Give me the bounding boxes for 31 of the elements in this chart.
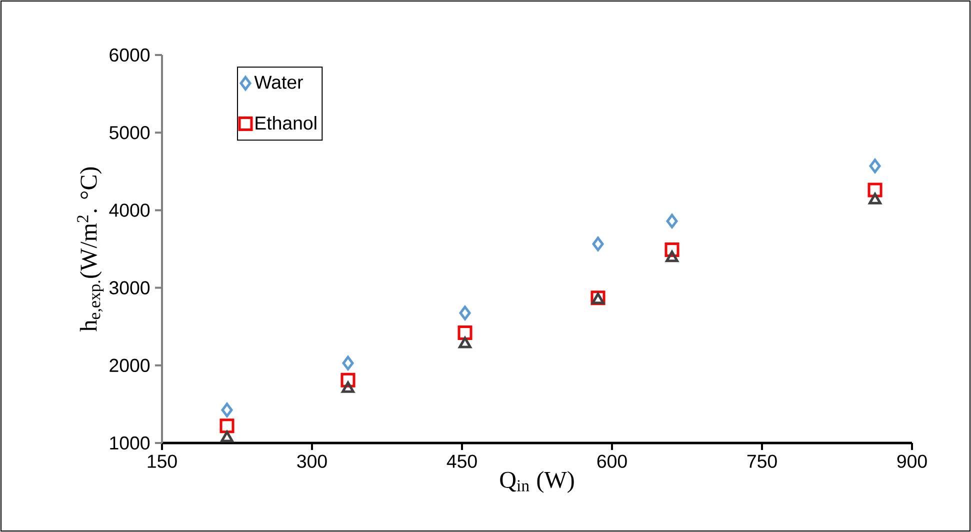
point (221, 402, 233, 418)
legend-label: Ethanol (256, 116, 316, 130)
point (342, 356, 354, 370)
point (666, 214, 678, 228)
point (459, 306, 471, 320)
point (592, 236, 604, 252)
x-tick-label: 600 (597, 454, 627, 468)
y-axis-title: h$_{e,exp.}$(W/m$^{2}$. °C) (77, 167, 104, 332)
point (220, 430, 234, 442)
y-tick-label: 3000 (109, 281, 150, 294)
x-tick-label: 450 (446, 454, 477, 468)
point (458, 326, 472, 340)
point (458, 336, 472, 348)
legend-label: Water (254, 76, 303, 89)
y-tick-label: 2000 (110, 358, 150, 372)
point (869, 158, 881, 174)
point (342, 381, 354, 393)
y-tick-label: 4000 (109, 204, 150, 217)
y-tick-label: 1000 (110, 436, 150, 450)
x-tick-label: 150 (148, 454, 177, 468)
y-tick-label: 5000 (110, 126, 150, 140)
point (868, 192, 882, 204)
y-tick-label: 6000 (110, 48, 150, 62)
x-tick-label: 900 (897, 454, 927, 468)
point (220, 418, 234, 434)
x-axis-title: Q$_{in}$ (W) (500, 471, 574, 493)
x-tick-label: 750 (747, 454, 777, 468)
point (664, 242, 680, 258)
point (666, 250, 678, 262)
point (868, 182, 882, 198)
x-tick-label: 300 (297, 454, 327, 468)
